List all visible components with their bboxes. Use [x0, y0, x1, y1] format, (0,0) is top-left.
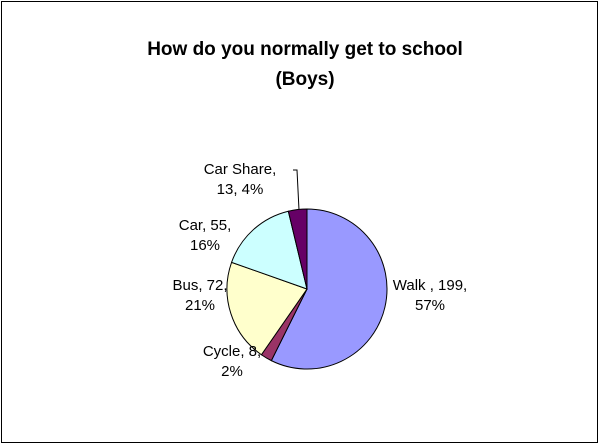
leader-line: [293, 169, 300, 211]
data-label: Car Share,: [204, 161, 277, 178]
pie-slice: [287, 208, 308, 290]
data-label: Walk , 199,: [393, 277, 467, 294]
pie-slice: [230, 210, 308, 290]
data-label: Car, 55,: [179, 217, 232, 234]
data-label: 2%: [221, 363, 243, 380]
data-label: 21%: [185, 297, 215, 314]
data-label: 57%: [415, 297, 445, 314]
chart-title: How do you normally get to school: [147, 39, 463, 60]
pie-slice: [226, 261, 308, 356]
data-label: Cycle, 8,: [203, 343, 261, 360]
data-label: 13, 4%: [217, 181, 264, 198]
pie-slice: [270, 208, 388, 370]
chart-title: (Boys): [275, 69, 334, 90]
data-label: 16%: [190, 237, 220, 254]
data-label: Bus, 72,: [172, 277, 227, 294]
